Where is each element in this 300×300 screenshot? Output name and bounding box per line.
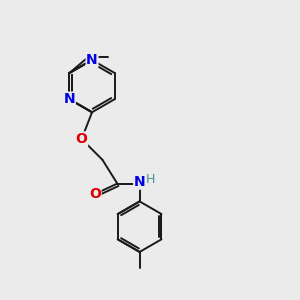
Text: N: N <box>134 175 146 189</box>
Text: O: O <box>76 132 88 146</box>
Text: H: H <box>145 172 155 186</box>
Text: N: N <box>86 53 98 67</box>
Text: N: N <box>64 92 75 106</box>
Text: O: O <box>89 187 101 201</box>
